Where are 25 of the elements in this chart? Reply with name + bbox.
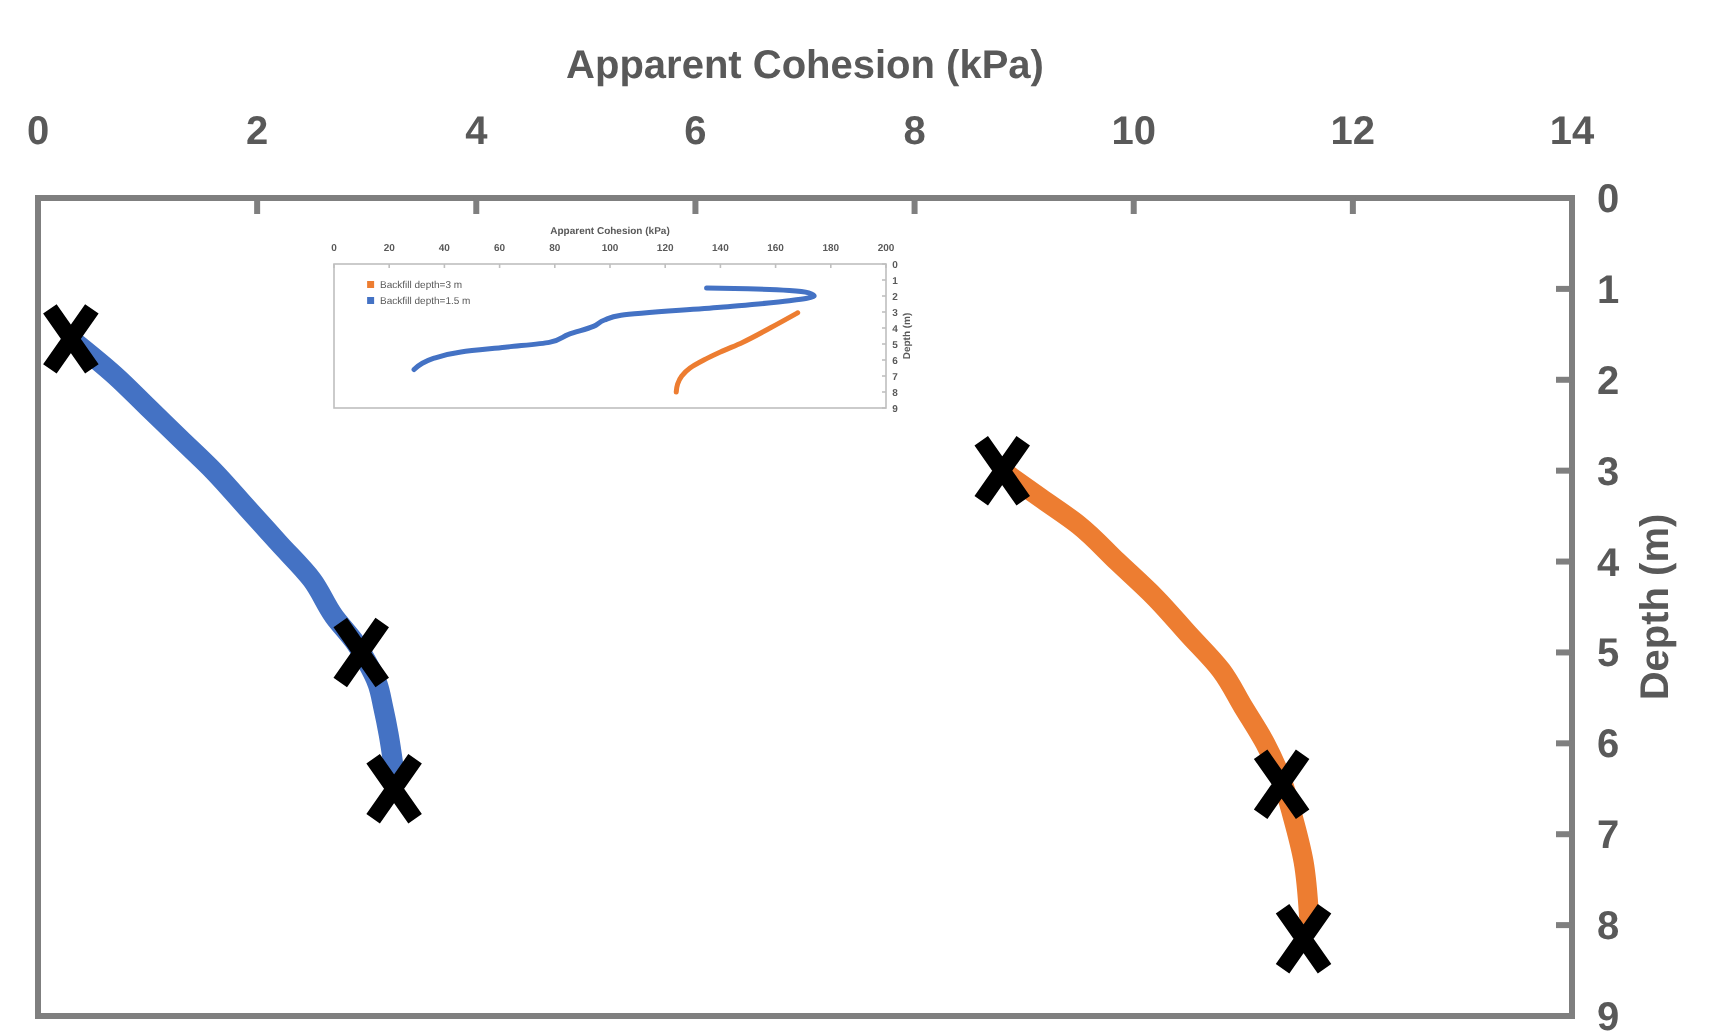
y-tick-label: 9 (1596, 996, 1620, 1036)
y-tick-label: 2 (1596, 359, 1620, 404)
x-tick-label: 14 (1549, 110, 1596, 154)
y-tick-label: 1 (1596, 268, 1620, 313)
line-series (673, 310, 801, 395)
y-tick-label: 7 (1596, 814, 1620, 859)
x-tick-label: 6 (684, 110, 707, 154)
line-series (411, 285, 817, 373)
y-tick-label: 0 (1596, 178, 1620, 222)
y-tick-label: 6 (1596, 723, 1620, 768)
x-tick-label: 0 (26, 110, 50, 154)
x-axis-title: Apparent Cohesion (kPa) (566, 44, 1044, 88)
point (331, 614, 391, 691)
x-tick-label: 2 (246, 110, 269, 154)
y-tick-label: 5 (1596, 632, 1620, 677)
y-tick-label: 4 (1596, 541, 1621, 586)
point (364, 750, 424, 828)
x-tick-label: 12 (1330, 110, 1376, 154)
y-axis-title: Depth (m) (1634, 513, 1678, 701)
x-tick-label: 4 (465, 110, 490, 154)
point (1252, 745, 1311, 823)
y-tick-label: 8 (1596, 905, 1620, 950)
x-tick-label: 10 (1111, 110, 1156, 154)
point (1274, 900, 1333, 977)
y-tick-label: 3 (1596, 450, 1620, 495)
